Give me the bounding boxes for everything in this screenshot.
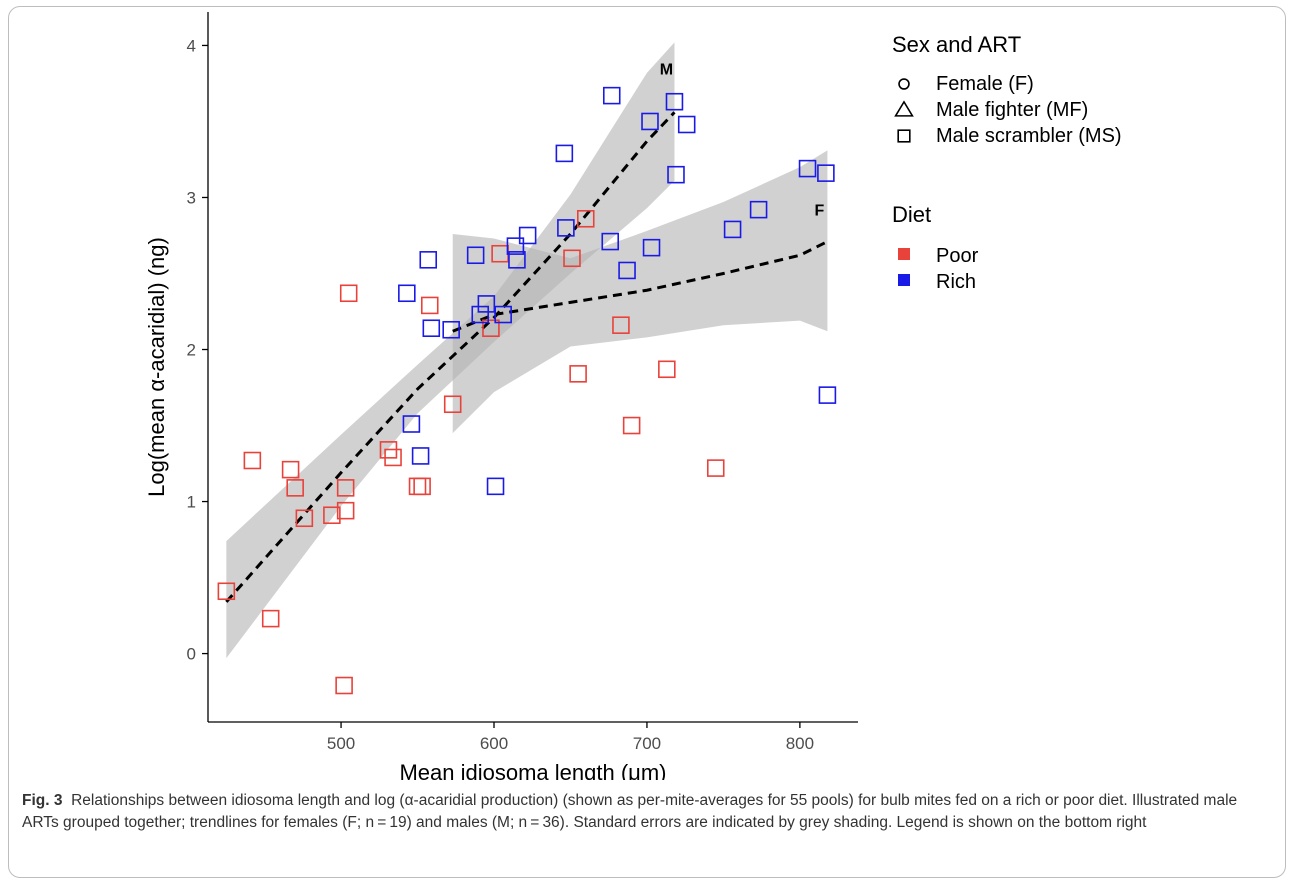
data-point-f-poor xyxy=(612,316,630,334)
data-point-mf-poor xyxy=(384,448,402,467)
legend-square-icon xyxy=(897,129,911,143)
data-point-mf-rich xyxy=(471,305,490,324)
legend-shape-label: Male scrambler (MS) xyxy=(936,125,1122,147)
data-point-mf-rich xyxy=(486,477,505,496)
y-axis-ticks: 0 1 2 3 4 xyxy=(187,36,208,664)
data-point-f-rich xyxy=(618,261,636,280)
data-point-f-poor xyxy=(569,365,587,383)
x-tick-label: 700 xyxy=(633,734,661,753)
trendline-label-M: M xyxy=(660,61,673,78)
data-point-mf-rich xyxy=(411,447,430,465)
data-point-f-poor xyxy=(706,459,725,477)
data-point-ms-rich xyxy=(506,237,525,255)
legend-shape-label: Male fighter (MF) xyxy=(936,99,1088,121)
legend-shape-title: Sex and ART xyxy=(892,32,1021,57)
data-point-mf-rich xyxy=(508,251,526,269)
legend-color-entries: Poor Rich xyxy=(898,245,979,293)
data-point-mf-rich xyxy=(494,305,512,324)
data-point-ms-rich xyxy=(402,415,421,433)
data-point-ms-rich xyxy=(555,144,574,163)
data-point-mf-rich xyxy=(477,295,496,313)
data-point-ms-poor xyxy=(286,479,304,497)
data-point-ms-rich xyxy=(466,246,485,265)
data-point-f-poor xyxy=(482,319,500,338)
data-point-f-rich xyxy=(601,232,620,251)
data-point-f-rich xyxy=(723,220,742,239)
data-point-mf-poor xyxy=(408,477,427,496)
data-point-ms-rich xyxy=(602,86,621,105)
legend-shape-label: Female (F) xyxy=(936,73,1034,95)
data-point-mf-poor xyxy=(413,477,431,496)
data-point-ms-rich xyxy=(665,92,684,111)
figure-border xyxy=(8,6,1286,878)
y-tick-label: 3 xyxy=(187,188,196,207)
trendline-label-F: F xyxy=(815,203,825,220)
data-point-ms-poor xyxy=(336,501,355,520)
legend-color-swatch-poor xyxy=(898,248,910,260)
data-point-ms-poor xyxy=(261,609,280,628)
data-point-mf-poor xyxy=(339,284,358,303)
data-point-ms-rich xyxy=(642,238,661,257)
legend-triangle-icon xyxy=(894,100,914,117)
data-point-f-rich xyxy=(749,200,768,219)
data-point-mf-rich xyxy=(557,219,575,237)
data-point-ms-rich xyxy=(422,319,441,338)
data-point-f-poor xyxy=(576,209,595,228)
legend-circle-icon xyxy=(898,78,910,90)
legend-color-label: Poor xyxy=(936,245,979,267)
y-tick-label: 0 xyxy=(187,645,196,664)
trendline-labels: MF xyxy=(660,61,825,219)
data-point-ms-rich xyxy=(518,226,537,245)
data-point-ms-poor xyxy=(243,451,262,470)
data-point-mf-rich xyxy=(442,320,460,339)
x-axis-title: Mean idiosoma length (μm) xyxy=(399,760,666,780)
y-axis-title: Log(mean α-acaridial) (ng) xyxy=(144,237,169,497)
x-axis-ticks: 500 600 700 800 xyxy=(327,722,814,753)
data-point-f-rich xyxy=(798,159,817,178)
x-tick-label: 800 xyxy=(786,734,814,753)
data-point-mf-poor xyxy=(295,509,314,528)
data-point-mf-rich xyxy=(419,251,438,269)
figure-caption-text: Relationships between idiosoma length an… xyxy=(22,792,1238,831)
data-point-f-poor xyxy=(658,360,676,379)
y-tick-label: 4 xyxy=(187,36,196,55)
data-point-ms-poor xyxy=(323,506,341,525)
legend-shape-entries: Female (F) Male fighter (MF) Male scramble… xyxy=(894,73,1122,147)
trendlines xyxy=(225,111,829,603)
data-point-f-rich xyxy=(817,164,835,182)
legend-color-title: Diet xyxy=(892,202,931,227)
trendline-F xyxy=(452,240,829,333)
data-point-f-poor xyxy=(622,416,641,435)
legend-color-label: Rich xyxy=(936,271,976,293)
legend: Sex and ART Female (F) Male fighter (MF) M… xyxy=(892,32,1122,293)
trendline-M xyxy=(225,111,676,603)
data-point-f-rich xyxy=(818,386,837,404)
x-tick-label: 500 xyxy=(327,734,355,753)
data-point-ms-rich xyxy=(641,112,659,131)
data-point-mf-poor xyxy=(335,676,353,695)
figure-caption-label: Fig. 3 xyxy=(22,792,63,809)
confidence-band-M xyxy=(226,42,675,659)
data-points xyxy=(217,86,837,695)
data-point-f-rich xyxy=(667,165,685,184)
y-tick-label: 1 xyxy=(187,493,196,512)
data-point-f-rich xyxy=(677,115,696,134)
data-point-mf-poor xyxy=(420,296,439,315)
y-tick-label: 2 xyxy=(187,341,196,360)
data-point-ms-poor xyxy=(336,479,355,497)
x-tick-label: 600 xyxy=(480,734,508,753)
confidence-bands xyxy=(226,42,828,659)
data-point-mf-rich xyxy=(398,284,416,303)
data-point-f-poor xyxy=(443,395,462,414)
data-point-f-poor xyxy=(563,249,581,268)
data-point-ms-poor xyxy=(217,582,236,601)
data-point-mf-poor xyxy=(281,460,300,479)
legend-color-swatch-rich xyxy=(898,274,910,286)
figure-caption: Fig. 3 Relationships between idiosoma le… xyxy=(22,790,1277,834)
